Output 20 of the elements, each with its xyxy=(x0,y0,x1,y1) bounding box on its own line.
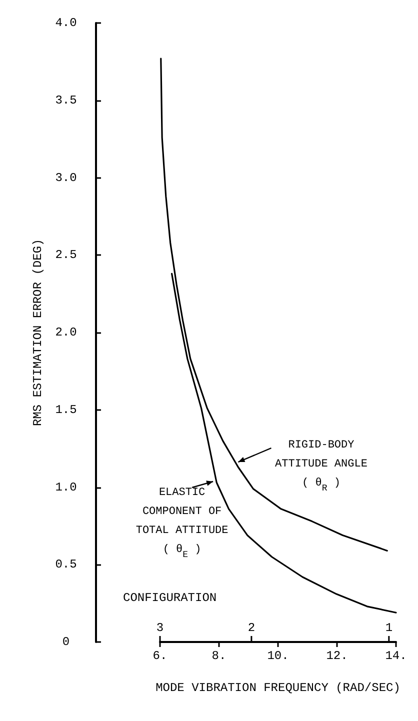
y-tick-label: 0.5 xyxy=(55,558,77,572)
y-tick-label: 3.0 xyxy=(55,170,77,185)
x-tick-label: 14. xyxy=(385,649,407,663)
x-axis-title: MODE VIBRATION FREQUENCY (RAD/SEC) xyxy=(156,681,400,695)
y-tick-label: 0 xyxy=(62,635,70,649)
y-tick-label: 3.5 xyxy=(55,93,77,108)
y-axis-title: RMS ESTIMATION ERROR (DEG) xyxy=(31,238,45,426)
annotation: CONFIGURATION xyxy=(123,591,217,605)
x-tick-label: 10. xyxy=(267,649,289,663)
x-tick-label: 6. xyxy=(152,649,168,663)
y-tick-label: 4.0 xyxy=(55,16,77,30)
y-tick-label: 1.5 xyxy=(55,402,77,417)
annotation: 3 xyxy=(156,621,164,635)
annotation: 2 xyxy=(248,621,256,635)
y-tick-label: 1.0 xyxy=(55,480,77,494)
y-tick-label: 2.5 xyxy=(55,248,77,262)
y-tick-label: 2.0 xyxy=(55,326,77,340)
annotation: 1 xyxy=(385,621,393,635)
x-tick-label: 12. xyxy=(326,649,348,663)
x-tick-label: 8. xyxy=(212,649,226,663)
